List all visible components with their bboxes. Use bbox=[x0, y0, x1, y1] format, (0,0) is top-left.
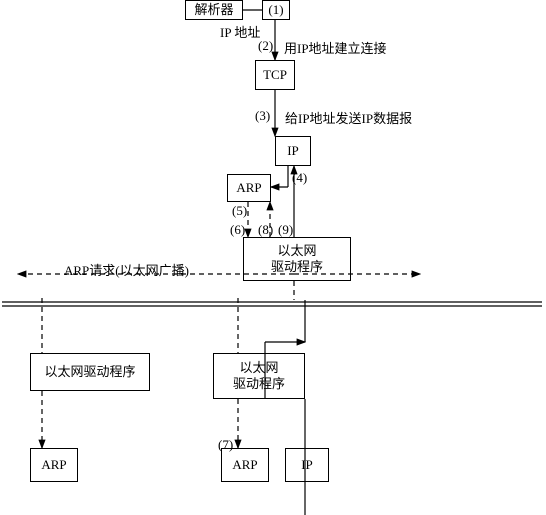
node-arp-left-label: ARP bbox=[41, 457, 66, 473]
label-step4: (4) bbox=[292, 170, 307, 186]
label-step9: (9) bbox=[278, 222, 293, 238]
node-eth-mid-label: 以太网 驱动程序 bbox=[233, 360, 285, 393]
node-resolver: 解析器 bbox=[185, 0, 243, 20]
node-eth-left: 以太网驱动程序 bbox=[30, 353, 150, 391]
node-eth-left-label: 以太网驱动程序 bbox=[44, 364, 135, 380]
node-eth-right: 以太网 驱动程序 bbox=[243, 237, 351, 281]
label-step3: (3) bbox=[255, 108, 270, 124]
label-step3-txt: 给IP地址发送IP数据报 bbox=[285, 108, 412, 127]
node-eth-right-label: 以太网 驱动程序 bbox=[271, 243, 323, 276]
node-tcp: TCP bbox=[255, 60, 295, 90]
node-step1-label: (1) bbox=[268, 2, 283, 18]
node-ip-label: IP bbox=[287, 143, 299, 159]
node-ip: IP bbox=[275, 136, 311, 166]
label-step6: (6) bbox=[230, 222, 245, 238]
label-step7: (7) bbox=[218, 437, 233, 453]
node-arp-left: ARP bbox=[30, 448, 78, 482]
label-ip-addr: IP 地址 bbox=[220, 22, 260, 41]
node-arp-right-label: ARP bbox=[236, 180, 261, 196]
label-step2-txt: 用IP地址建立连接 bbox=[284, 38, 387, 57]
node-arp-mid: ARP bbox=[221, 448, 269, 482]
node-arp-mid-label: ARP bbox=[232, 457, 257, 473]
node-step1: (1) bbox=[262, 0, 290, 20]
label-broadcast: ARP请求(以太网广播) bbox=[64, 260, 189, 279]
label-step8: (8) bbox=[258, 222, 273, 238]
node-tcp-label: TCP bbox=[263, 67, 287, 83]
node-arp-right: ARP bbox=[227, 174, 271, 202]
node-resolver-label: 解析器 bbox=[194, 2, 233, 18]
node-ip-mid: IP bbox=[285, 448, 329, 482]
node-eth-mid: 以太网 驱动程序 bbox=[213, 353, 305, 399]
label-step5: (5) bbox=[232, 203, 247, 219]
node-ip-mid-label: IP bbox=[301, 457, 313, 473]
label-step2: (2) bbox=[258, 38, 273, 54]
